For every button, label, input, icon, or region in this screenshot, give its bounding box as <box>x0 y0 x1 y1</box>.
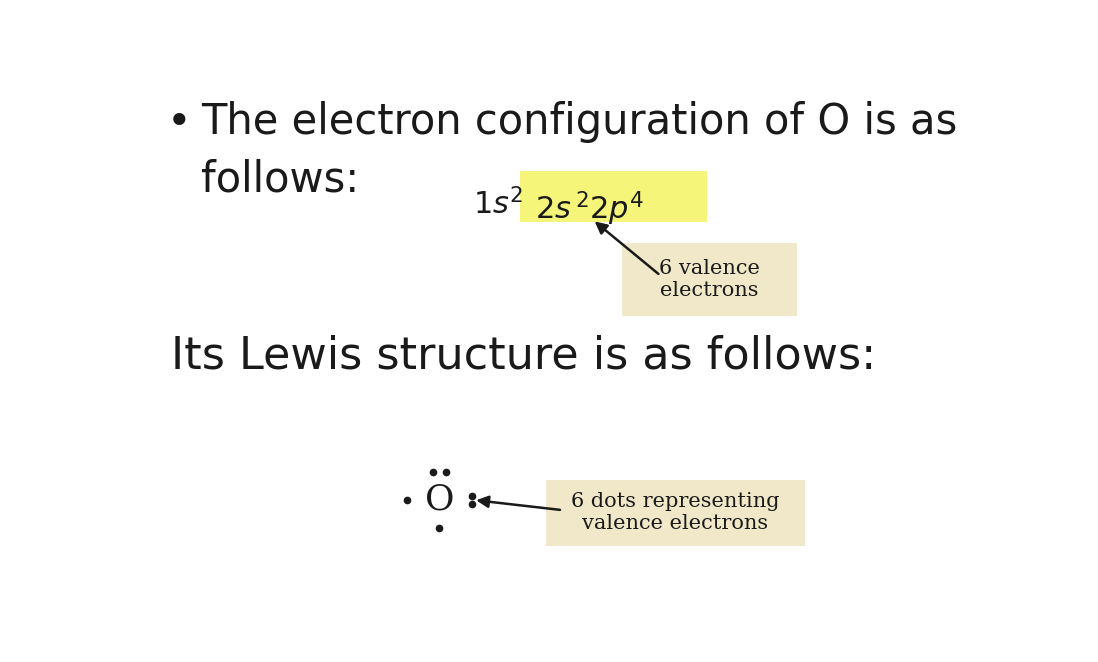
Text: $2s^{\,2}2p^4$: $2s^{\,2}2p^4$ <box>535 189 643 228</box>
Text: •: • <box>167 103 192 144</box>
Text: The electron configuration of O is as: The electron configuration of O is as <box>201 101 957 143</box>
Text: O: O <box>425 483 455 517</box>
FancyBboxPatch shape <box>546 479 805 546</box>
Text: 6 dots representing
valence electrons: 6 dots representing valence electrons <box>571 493 780 533</box>
Text: 6 valence
electrons: 6 valence electrons <box>659 259 760 300</box>
Text: follows:: follows: <box>201 158 359 201</box>
FancyBboxPatch shape <box>520 171 707 222</box>
Text: $1s^2$: $1s^2$ <box>473 189 524 222</box>
Text: Its Lewis structure is as follows:: Its Lewis structure is as follows: <box>171 334 876 377</box>
FancyBboxPatch shape <box>623 242 797 316</box>
